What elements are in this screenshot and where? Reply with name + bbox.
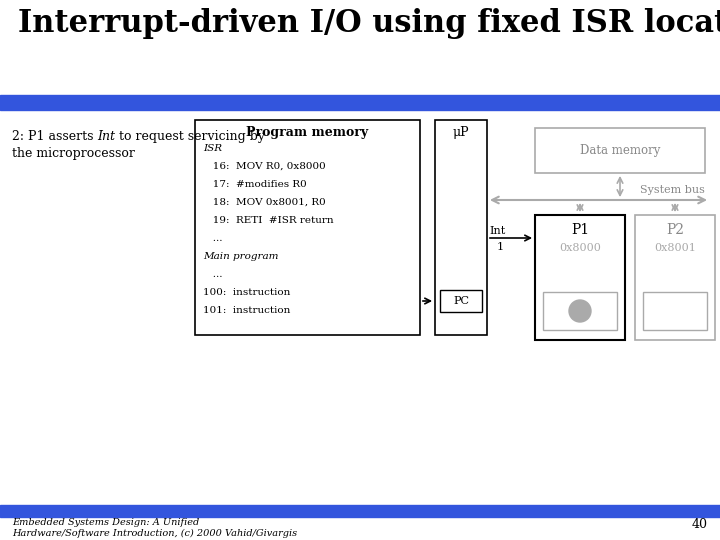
Text: PC: PC xyxy=(453,296,469,306)
Circle shape xyxy=(569,300,591,322)
Text: P1: P1 xyxy=(571,223,589,237)
Bar xyxy=(535,215,625,340)
Text: System bus: System bus xyxy=(640,185,705,195)
Text: 17:  #modifies R0: 17: #modifies R0 xyxy=(203,180,307,189)
Bar xyxy=(543,292,617,330)
Text: 0x8001: 0x8001 xyxy=(654,243,696,253)
Text: 0x8000: 0x8000 xyxy=(559,243,601,253)
Bar xyxy=(435,120,487,335)
Text: Int: Int xyxy=(489,226,505,236)
Text: Data memory: Data memory xyxy=(580,144,660,157)
Text: Interrupt-driven I/O using fixed ISR location: Interrupt-driven I/O using fixed ISR loc… xyxy=(18,8,720,39)
Text: 18:  MOV 0x8001, R0: 18: MOV 0x8001, R0 xyxy=(203,198,325,207)
Text: P2: P2 xyxy=(666,223,684,237)
Bar xyxy=(535,128,705,173)
Text: 16:  MOV R0, 0x8000: 16: MOV R0, 0x8000 xyxy=(203,162,325,171)
Text: 2: P1 asserts: 2: P1 asserts xyxy=(12,130,97,143)
Text: Int: Int xyxy=(97,130,115,143)
Bar xyxy=(440,290,482,312)
Text: 101:  instruction: 101: instruction xyxy=(203,306,290,315)
Bar xyxy=(0,95,720,110)
Bar xyxy=(635,215,715,340)
Text: Embedded Systems Design: A Unified
Hardware/Software Introduction, (c) 2000 Vahi: Embedded Systems Design: A Unified Hardw… xyxy=(12,518,297,537)
Text: ...: ... xyxy=(203,234,222,243)
Bar xyxy=(643,292,707,330)
Text: Main program: Main program xyxy=(203,252,279,261)
Text: 1: 1 xyxy=(497,242,504,252)
Text: μP: μP xyxy=(453,126,469,139)
Text: to request servicing by: to request servicing by xyxy=(115,130,265,143)
Text: 19:  RETI  #ISR return: 19: RETI #ISR return xyxy=(203,216,333,225)
Text: 100:  instruction: 100: instruction xyxy=(203,288,290,297)
Text: ...: ... xyxy=(203,270,222,279)
Text: ISR: ISR xyxy=(203,144,222,153)
Bar xyxy=(195,120,420,335)
Bar xyxy=(0,505,720,517)
Text: Program memory: Program memory xyxy=(246,126,369,139)
Text: the microprocessor: the microprocessor xyxy=(12,147,135,160)
Text: 40: 40 xyxy=(692,518,708,531)
